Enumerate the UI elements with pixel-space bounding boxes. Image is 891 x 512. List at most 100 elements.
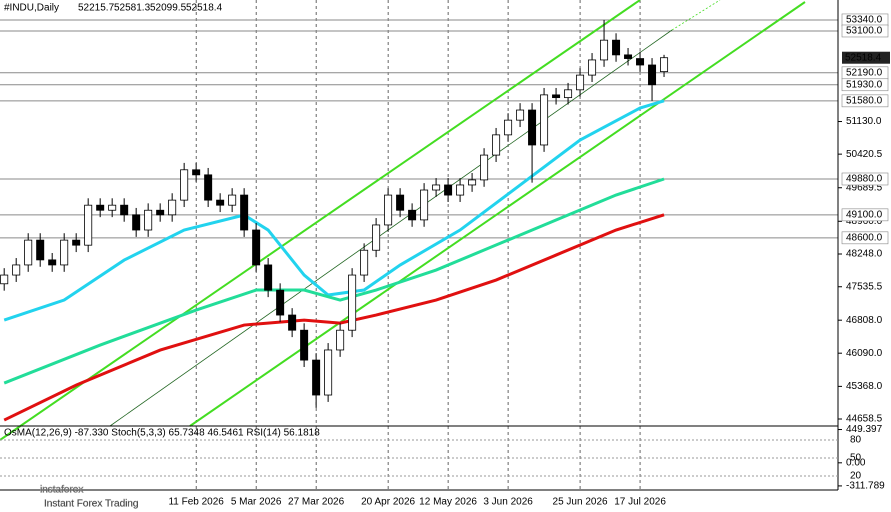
candle-body xyxy=(600,39,609,61)
channel-lower xyxy=(189,1,806,427)
candle-body xyxy=(660,57,669,73)
candle-body xyxy=(264,264,273,291)
level-label-box xyxy=(841,172,889,186)
indicator-level-label: 80 xyxy=(850,435,862,446)
level-label-box xyxy=(841,94,889,108)
candle-body xyxy=(564,89,573,99)
y-tick-label: 47535.5 xyxy=(846,281,883,292)
candle-body xyxy=(588,59,597,76)
level-label: 49880.0 xyxy=(846,174,883,185)
candle-body xyxy=(192,169,201,176)
x-tick-label: 25 Jun 2026 xyxy=(553,497,608,508)
candle-body xyxy=(636,58,645,66)
candle-body xyxy=(480,154,489,181)
level-label-box xyxy=(841,78,889,92)
candle-body xyxy=(360,249,369,276)
level-label: 52190.0 xyxy=(846,67,883,78)
candle-body xyxy=(528,109,537,146)
candle-body xyxy=(216,199,225,206)
candle-body xyxy=(252,229,261,266)
candle-body xyxy=(420,189,429,221)
watermark-logo: instaforex xyxy=(40,485,83,496)
candle-body xyxy=(408,209,417,221)
header-high: 52581.3 xyxy=(114,3,151,14)
candle-body xyxy=(168,199,177,216)
current-price-label: 52518.4 xyxy=(845,52,882,63)
candle-body xyxy=(300,329,309,361)
candle-body xyxy=(312,359,321,396)
y-tick-label: 48960.0 xyxy=(846,216,883,227)
level-label: 53340.0 xyxy=(846,15,883,26)
y-tick-label: 49689.5 xyxy=(846,182,883,193)
candle-body xyxy=(432,184,441,191)
levels xyxy=(0,19,838,239)
candles xyxy=(0,19,669,408)
x-tick-label: 5 Mar 2026 xyxy=(231,497,282,508)
level-label: 48600.0 xyxy=(846,232,883,243)
candle-body xyxy=(276,289,285,316)
x-tick-label: 11 Feb 2026 xyxy=(168,497,224,508)
candle-body xyxy=(504,119,513,136)
candle-body xyxy=(516,109,525,121)
level-label: 51930.0 xyxy=(846,79,883,90)
candle-body xyxy=(444,184,453,196)
y-tick-label: 51130.0 xyxy=(846,116,882,127)
level-label-box xyxy=(841,24,889,38)
x-tick-label: 20 Apr 2026 xyxy=(361,497,415,508)
y-tick-label: 44658.5 xyxy=(846,414,883,425)
candle-body xyxy=(288,314,297,331)
y-tick-label: 46090.0 xyxy=(846,348,883,359)
indicator-level-label: 50 xyxy=(850,453,862,464)
candle-body xyxy=(120,204,129,216)
candle-body xyxy=(576,74,585,91)
x-tick-label: 12 May 2026 xyxy=(419,497,477,508)
channel-middle xyxy=(109,29,673,427)
candle-body xyxy=(204,174,213,201)
candle-body xyxy=(132,214,141,231)
candle-body xyxy=(384,194,393,226)
current-price-box xyxy=(842,51,890,64)
indicator-level-label: 20 xyxy=(850,471,862,482)
candle-body xyxy=(84,204,93,246)
x-tick-label: 17 Jul 2026 xyxy=(614,497,666,508)
candle-body xyxy=(540,94,549,146)
candle-body xyxy=(396,194,405,211)
indicator-pane: 449.397 0.00 -311.789 80 50 20 xyxy=(0,424,885,492)
moving-average xyxy=(3,213,665,422)
x-tick-label: 3 Jun 2026 xyxy=(483,497,533,508)
candle-body xyxy=(48,259,57,266)
indicator-title: OsMA(12,26,9) -87.330 Stoch(5,3,3) 65.73… xyxy=(4,428,320,439)
level-label: 51580.0 xyxy=(846,95,883,106)
candle-body xyxy=(0,274,9,285)
candle-body xyxy=(468,179,477,186)
candle-body xyxy=(336,329,345,351)
indicator-tick-label: 0.00 xyxy=(846,457,866,468)
trend-lines xyxy=(0,0,806,441)
candle-body xyxy=(24,239,33,266)
level-label-box xyxy=(841,208,889,222)
candle-body xyxy=(240,194,249,231)
candle-body xyxy=(492,134,501,156)
candle-body xyxy=(108,204,117,211)
candle-body xyxy=(456,184,465,196)
moving-averages xyxy=(3,99,665,422)
candle-body xyxy=(228,194,237,206)
level-label: 53100.0 xyxy=(846,26,883,37)
candle-body xyxy=(552,94,561,99)
header-close: 52518.4 xyxy=(186,3,223,14)
moving-average xyxy=(3,177,665,385)
grid xyxy=(195,0,641,490)
candle-body xyxy=(648,64,657,86)
candle-body xyxy=(12,264,21,276)
level-label-box xyxy=(841,231,889,245)
moving-average xyxy=(3,99,665,322)
candle-body xyxy=(36,239,45,261)
candle-body xyxy=(324,349,333,396)
indicator-tick-label: -311.789 xyxy=(846,481,885,492)
header-open: 52215.7 xyxy=(78,3,115,14)
candle-body xyxy=(372,224,381,251)
candle-body xyxy=(612,39,621,56)
axes: 51130.0 50420.5 49689.5 48960.0 48248.0 47535… xyxy=(168,13,890,508)
